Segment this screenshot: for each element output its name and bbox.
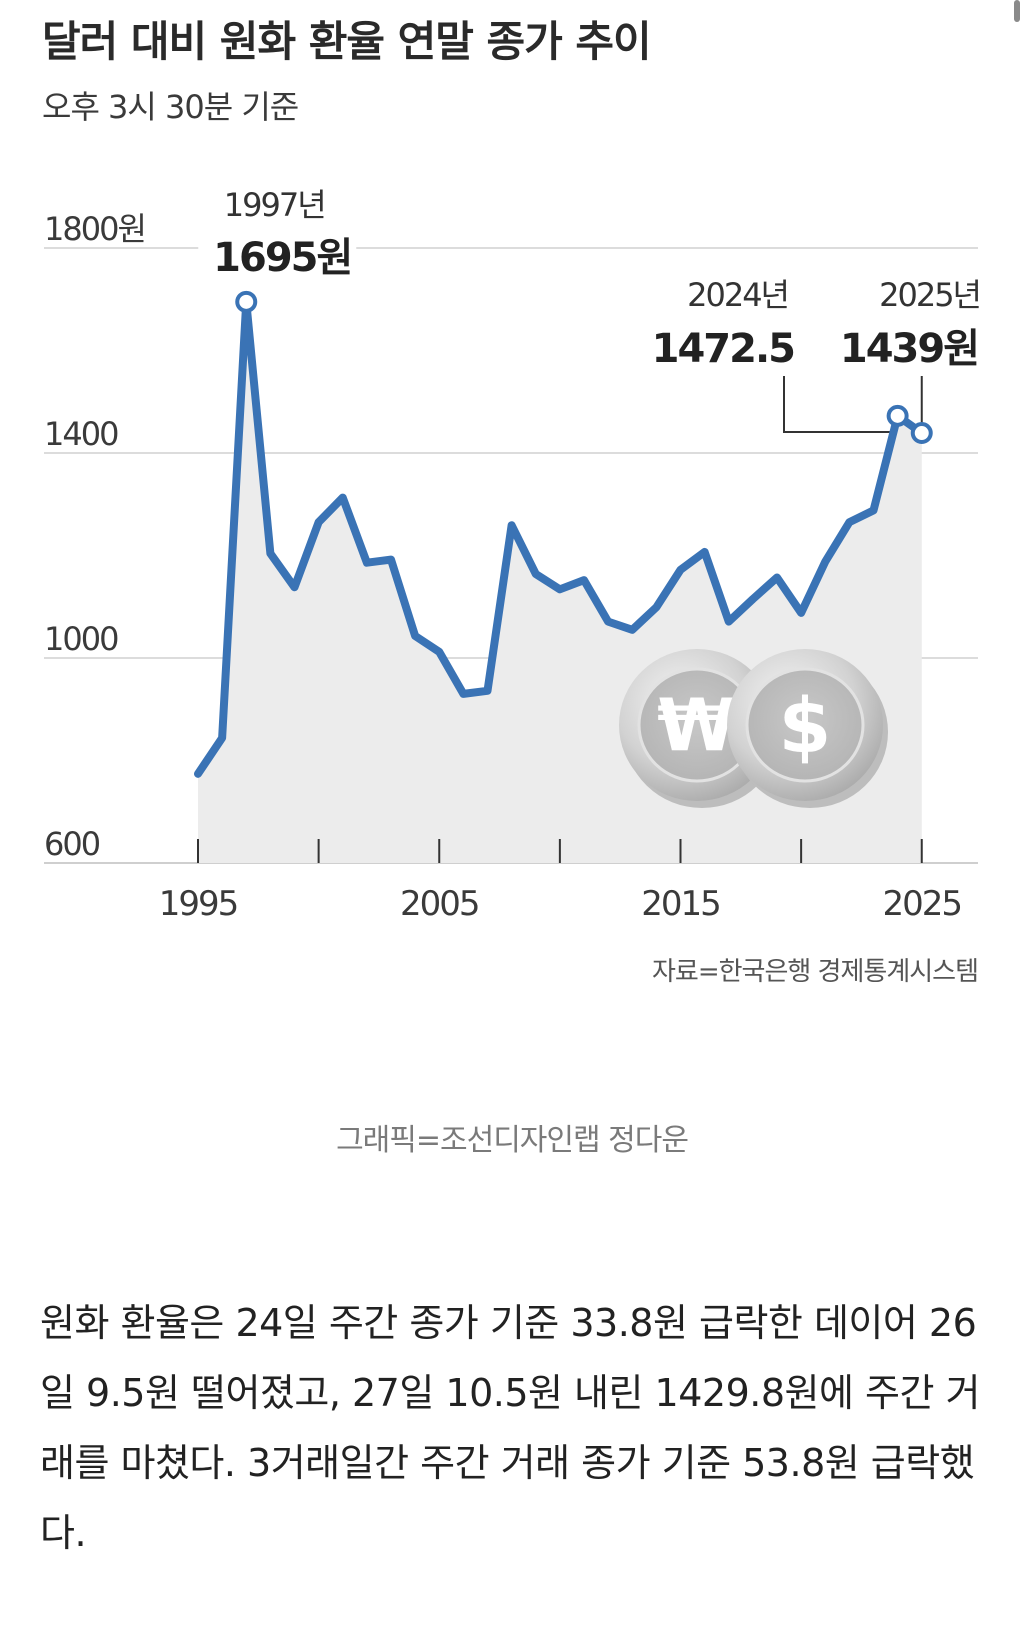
- exchange-rate-chart: ₩ $ 1800원 1400 1000 600 1995 2005 2015 2025 199…: [44, 180, 982, 987]
- annotations: 1997년 1695원 2024년 1472.5 2025년 1439원: [213, 186, 982, 372]
- x-tick-label: 2005: [400, 884, 479, 924]
- y-tick-label: 1400: [44, 415, 118, 453]
- graphic-credit: 그래픽=조선디자인랩 정다운: [336, 1123, 689, 1158]
- won-symbol: ₩: [657, 683, 736, 767]
- chart-subtitle: 오후 3시 30분 기준: [42, 88, 299, 126]
- series-line: [194, 297, 926, 778]
- x-axis: [197, 839, 923, 863]
- coins-illustration: ₩ $: [619, 649, 888, 808]
- x-tick-label: 2015: [641, 884, 720, 924]
- point-marker: [910, 422, 933, 445]
- label-backgrounds: [198, 180, 357, 280]
- point-marker: [886, 404, 909, 427]
- scrollbar-thumb[interactable]: [1014, 0, 1020, 22]
- annotation-value-label: 1472.5: [652, 326, 795, 372]
- annotation-value-label: 1439원: [840, 326, 978, 372]
- annotation-year-label: 2024년: [687, 276, 788, 314]
- point-marker: [235, 290, 258, 313]
- tick-labels: 1800원 1400 1000 600 1995 2005 2015 2025: [44, 210, 963, 924]
- y-tick-label: 600: [44, 825, 100, 863]
- article-paragraph: 원화 환율은 24일 주간 종가 기준 33.8원 급락한 데이어 26일 9.…: [40, 1301, 980, 1555]
- won-coin-icon: ₩: [619, 649, 780, 808]
- annotation-year-label: 1997년: [224, 186, 325, 224]
- annotation-year-label: 2025년: [879, 276, 980, 314]
- y-tick-label: 1000: [44, 620, 118, 658]
- dollar-symbol: $: [779, 681, 832, 770]
- chart-title: 달러 대비 원화 환율 연말 종가 추이: [42, 17, 652, 66]
- y-tick-label: 1800원: [44, 210, 145, 248]
- annotation-connector: [783, 376, 923, 433]
- dollar-coin-icon: $: [727, 649, 888, 808]
- point-markers: [235, 290, 933, 445]
- x-tick-label: 1995: [159, 884, 238, 924]
- x-tick-label: 2025: [882, 884, 961, 924]
- source-text: 자료=한국은행 경제통계시스템: [652, 957, 978, 987]
- label-background: [198, 180, 357, 280]
- annotation-value-label: 1695원: [213, 235, 351, 281]
